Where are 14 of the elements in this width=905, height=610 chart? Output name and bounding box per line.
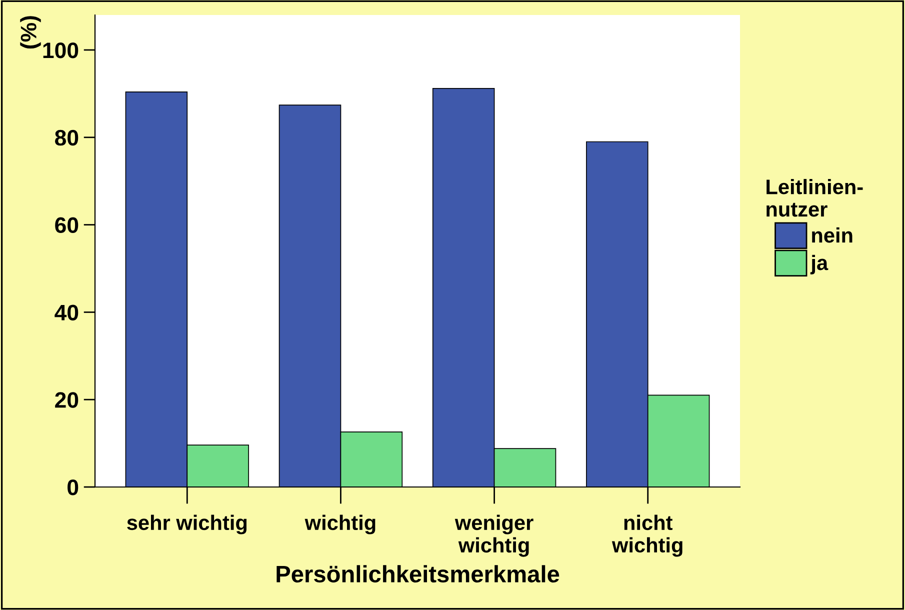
y-tick-label: 80 [55,130,78,146]
x-tick-label: wichtig [304,514,376,534]
y-tick-label: 100 [43,42,78,58]
y-axis-title: (%) [20,16,41,48]
y-tick-label: 0 [68,480,78,496]
y-tick-label: 60 [55,217,78,234]
legend-label: nein [812,227,852,243]
x-tick-label: sehr wichtig [127,514,247,534]
x-axis-title: Persönlichkeitsmerkmale [276,565,560,582]
x-tick-label: weniger wichtig [454,514,534,557]
x-tick-label: nicht wichtig [612,514,682,557]
legend-label: ja [810,254,828,274]
y-tick-label: 40 [54,304,78,320]
y-tick-label: 20 [55,392,78,408]
